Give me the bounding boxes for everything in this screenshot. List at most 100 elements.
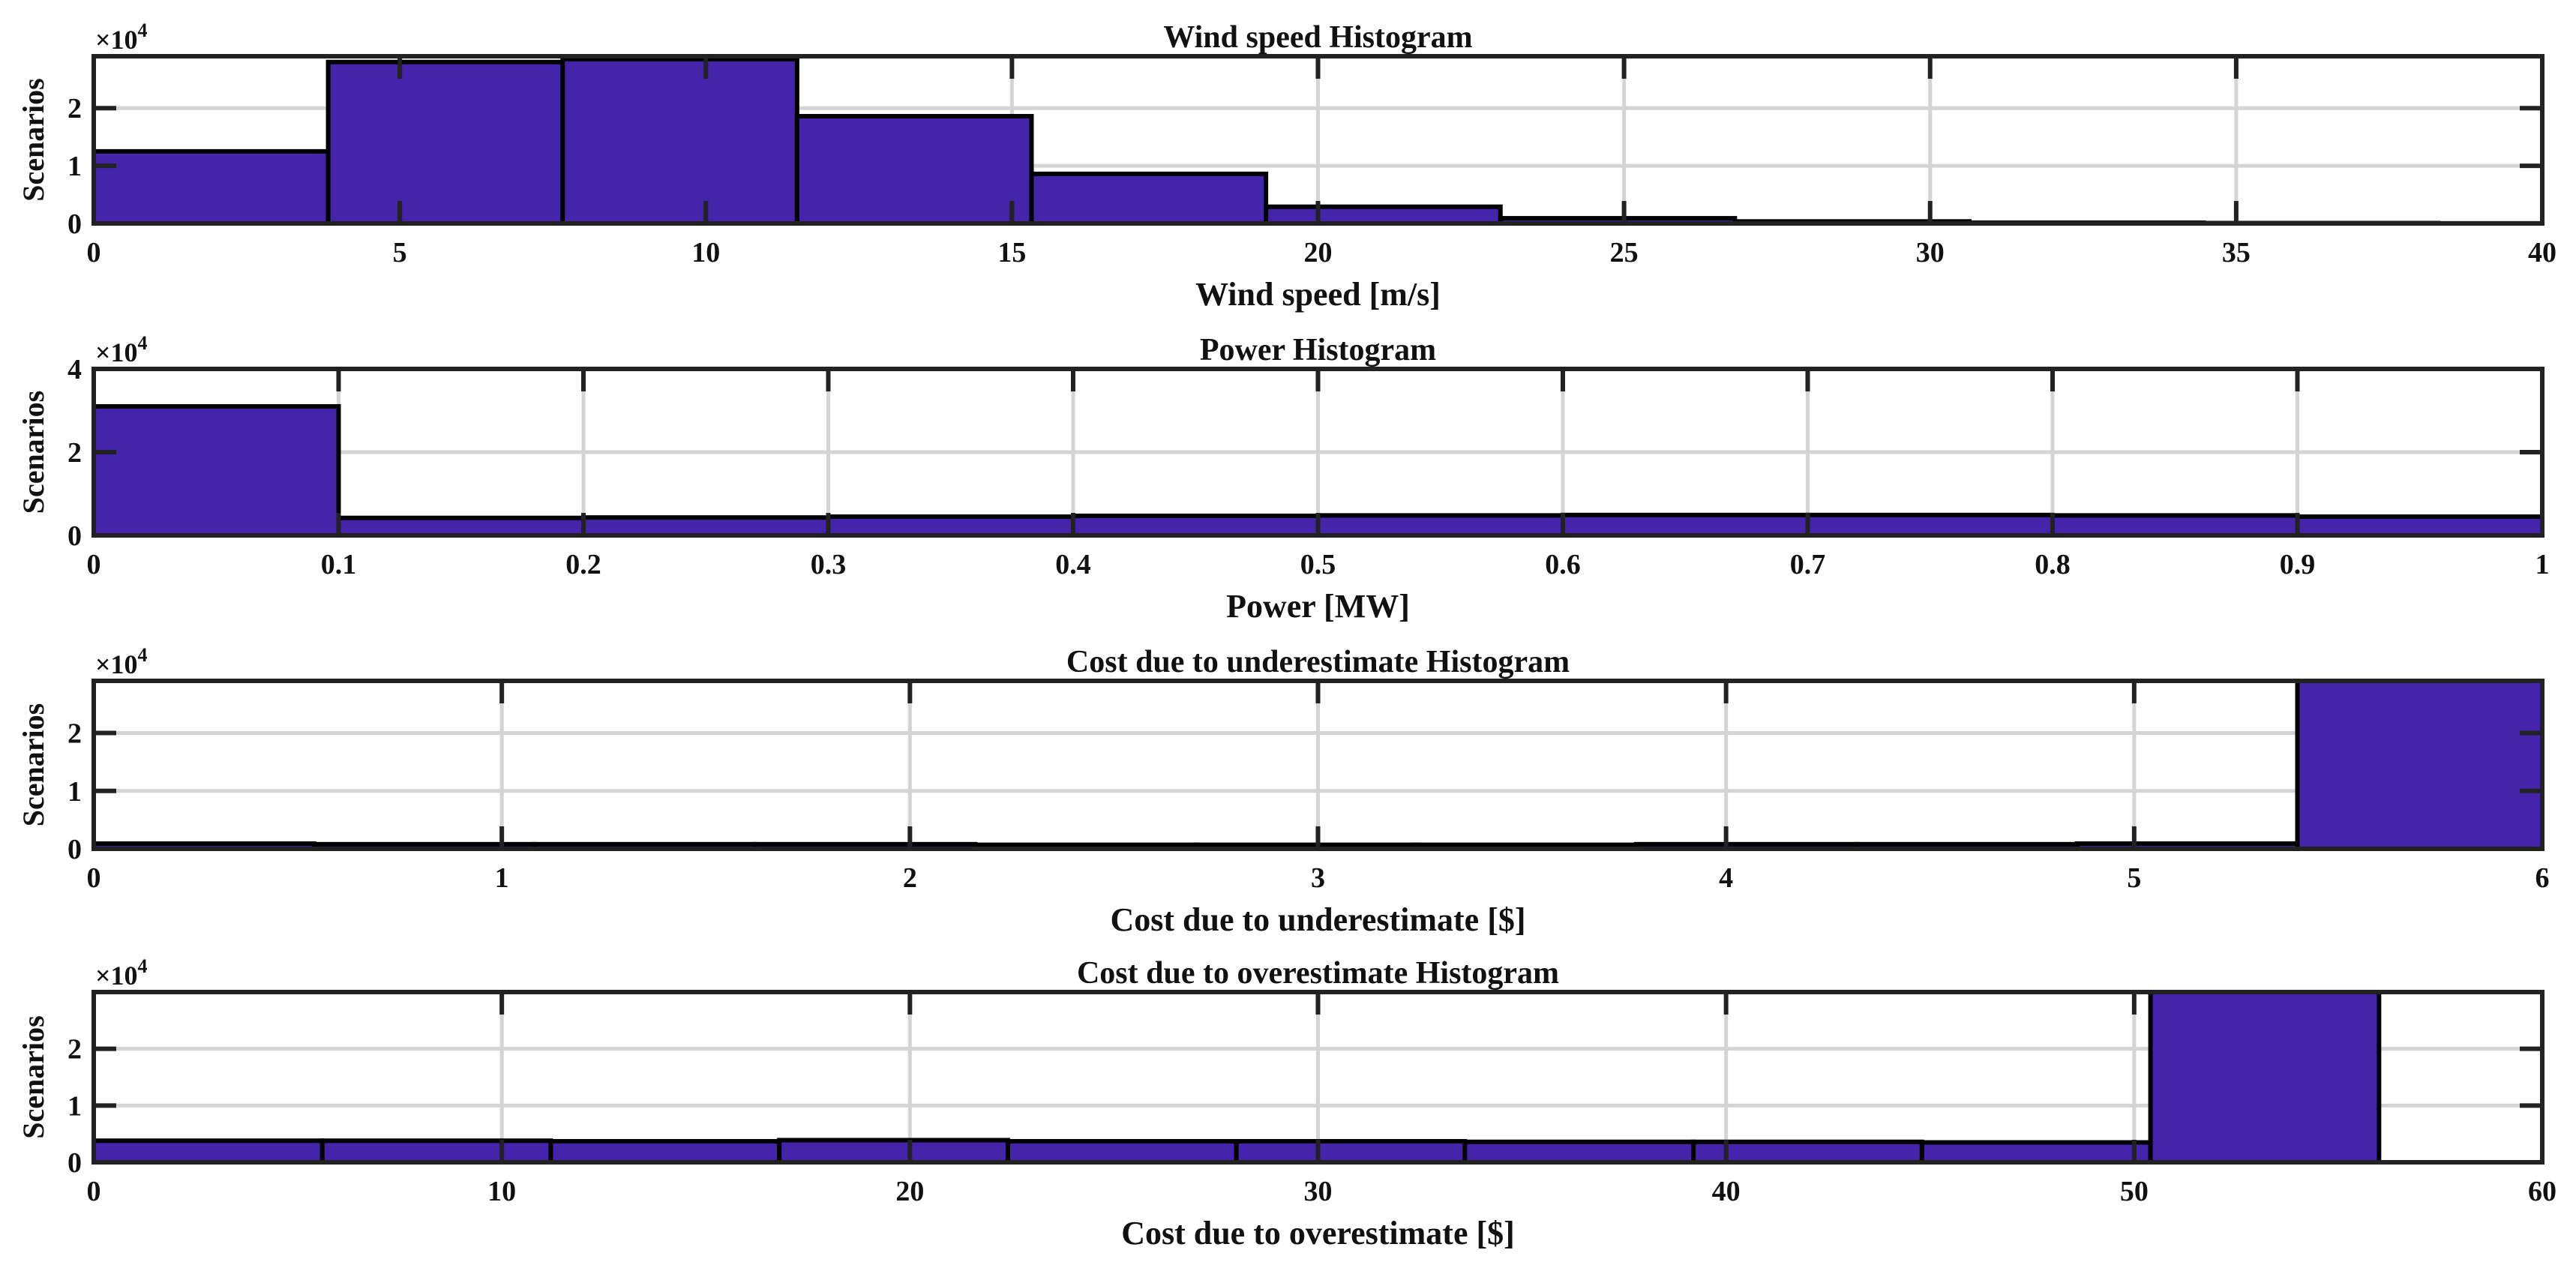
- y-exponent-label: ×104: [95, 19, 148, 55]
- x-tick-label: 10: [487, 1176, 516, 1207]
- histogram-bar: [1234, 1139, 1468, 1165]
- x-tick-label: 2: [903, 862, 917, 894]
- histogram-bar: [91, 148, 331, 226]
- y-tick-label: 1: [67, 151, 82, 182]
- histogram-bar: [1005, 1139, 1239, 1165]
- histogram-bar: [560, 56, 799, 226]
- x-tick-label: 0.7: [1790, 549, 1826, 580]
- histogram-bar: [319, 1138, 553, 1165]
- x-tick-label: 50: [2120, 1176, 2149, 1207]
- histogram-bar: [777, 1138, 1010, 1165]
- x-tick-label: 1: [2536, 549, 2550, 580]
- x-tick-label: 0.9: [2280, 549, 2316, 580]
- y-tick-label: 1: [67, 776, 82, 808]
- histogram-bar: [2050, 513, 2300, 538]
- x-tick-label: 0.6: [1545, 549, 1581, 580]
- x-tick-label: 20: [1304, 237, 1333, 268]
- y-exponent-base: ×10: [95, 961, 138, 991]
- x-tick-label: 0.5: [1300, 549, 1336, 580]
- x-tick-label: 0.4: [1055, 549, 1091, 580]
- x-tick-label: 5: [2127, 862, 2141, 894]
- y-tick-label: 0: [67, 834, 82, 865]
- x-axis-label: Cost due to underestimate [$]: [1110, 901, 1525, 938]
- x-tick-label: 40: [2528, 237, 2557, 268]
- histogram-bar: [2148, 990, 2382, 1165]
- x-tick-label: 40: [1712, 1176, 1741, 1207]
- x-tick-label: 25: [1610, 237, 1639, 268]
- x-tick-label: 30: [1916, 237, 1945, 268]
- y-exponent-label: ×104: [95, 955, 148, 991]
- x-tick-label: 6: [2536, 862, 2550, 894]
- y-exponent-label: ×104: [95, 644, 148, 679]
- x-tick-label: 35: [2222, 237, 2251, 268]
- histogram-bar: [91, 403, 341, 538]
- x-tick-label: 15: [997, 237, 1026, 268]
- x-tick-label: 0.8: [2035, 549, 2071, 580]
- y-exponent-power: 4: [138, 332, 148, 354]
- y-axis-label: Scenarios: [16, 391, 50, 514]
- y-tick-label: 1: [67, 1090, 82, 1122]
- y-tick-label: 2: [67, 437, 82, 469]
- histogram-bar: [336, 515, 586, 538]
- y-tick-label: 2: [67, 718, 82, 750]
- y-exponent-power: 4: [138, 644, 148, 666]
- x-tick-label: 0: [87, 549, 101, 580]
- histogram-bar: [2295, 679, 2545, 851]
- x-tick-label: 0.2: [565, 549, 601, 580]
- y-tick-label: 4: [67, 354, 82, 385]
- histogram-bar: [794, 113, 1034, 226]
- x-axis-label: Wind speed [m/s]: [1195, 276, 1441, 313]
- histogram-panel-4: 0 10 20 30 40 50 60 0 1 2 ×104 Cost due to overesti…: [16, 955, 2557, 1252]
- histogram-bar: [1315, 513, 1565, 538]
- y-tick-label: 0: [67, 208, 82, 240]
- x-tick-label: 0.1: [321, 549, 357, 580]
- histogram-bar: [1071, 513, 1321, 538]
- histogram-bar: [581, 515, 831, 538]
- histogram-bar: [548, 1139, 782, 1165]
- x-tick-label: 3: [1311, 862, 1325, 894]
- y-tick-label: 0: [67, 520, 82, 552]
- histogram-bar: [1561, 512, 1810, 538]
- histogram-bar: [1029, 171, 1269, 226]
- x-tick-label: 20: [895, 1176, 924, 1207]
- panel-title: Power Histogram: [1200, 333, 1436, 367]
- x-tick-label: 0: [87, 237, 101, 268]
- histogram-bar: [325, 59, 565, 226]
- y-axis-label: Scenarios: [16, 78, 50, 201]
- x-tick-label: 60: [2528, 1176, 2557, 1207]
- x-axis-label: Cost due to overestimate [$]: [1121, 1215, 1515, 1252]
- x-tick-label: 10: [691, 237, 720, 268]
- x-tick-label: 5: [393, 237, 407, 268]
- histogram-bar: [1919, 1140, 2153, 1165]
- panel-title: Cost due to overestimate Histogram: [1077, 956, 1559, 991]
- y-axis-label: Scenarios: [16, 703, 50, 826]
- histogram-bar: [91, 1138, 325, 1165]
- histogram-panel-1: 0 5 10 15 20 25 30 35 40 0 1 2 ×104 Wind speed Histog…: [16, 19, 2557, 313]
- x-tick-label: 4: [1719, 862, 1733, 894]
- y-axis-label: Scenarios: [16, 1015, 50, 1138]
- y-exponent-base: ×10: [95, 25, 138, 55]
- panel-title: Cost due to underestimate Histogram: [1066, 645, 1570, 679]
- histogram-bar: [2295, 514, 2545, 538]
- histogram-bar: [1462, 1139, 1696, 1165]
- x-tick-label: 0: [87, 862, 101, 894]
- y-tick-label: 2: [67, 93, 82, 124]
- x-tick-label: 0.3: [811, 549, 847, 580]
- x-tick-label: 0: [87, 1176, 101, 1207]
- panel-title: Wind speed Histogram: [1163, 20, 1472, 55]
- x-axis-label: Power [MW]: [1226, 588, 1410, 625]
- y-tick-label: 2: [67, 1034, 82, 1066]
- y-exponent-base: ×10: [95, 649, 138, 679]
- y-exponent-power: 4: [138, 955, 148, 977]
- x-tick-label: 30: [1304, 1176, 1333, 1207]
- histogram-bar: [1264, 204, 1503, 226]
- x-tick-label: 1: [495, 862, 509, 894]
- histogram-bar: [1805, 512, 2055, 538]
- y-exponent-base: ×10: [95, 337, 138, 367]
- y-exponent-power: 4: [138, 19, 148, 41]
- y-tick-label: 0: [67, 1147, 82, 1179]
- histogram-bar: [826, 514, 1075, 538]
